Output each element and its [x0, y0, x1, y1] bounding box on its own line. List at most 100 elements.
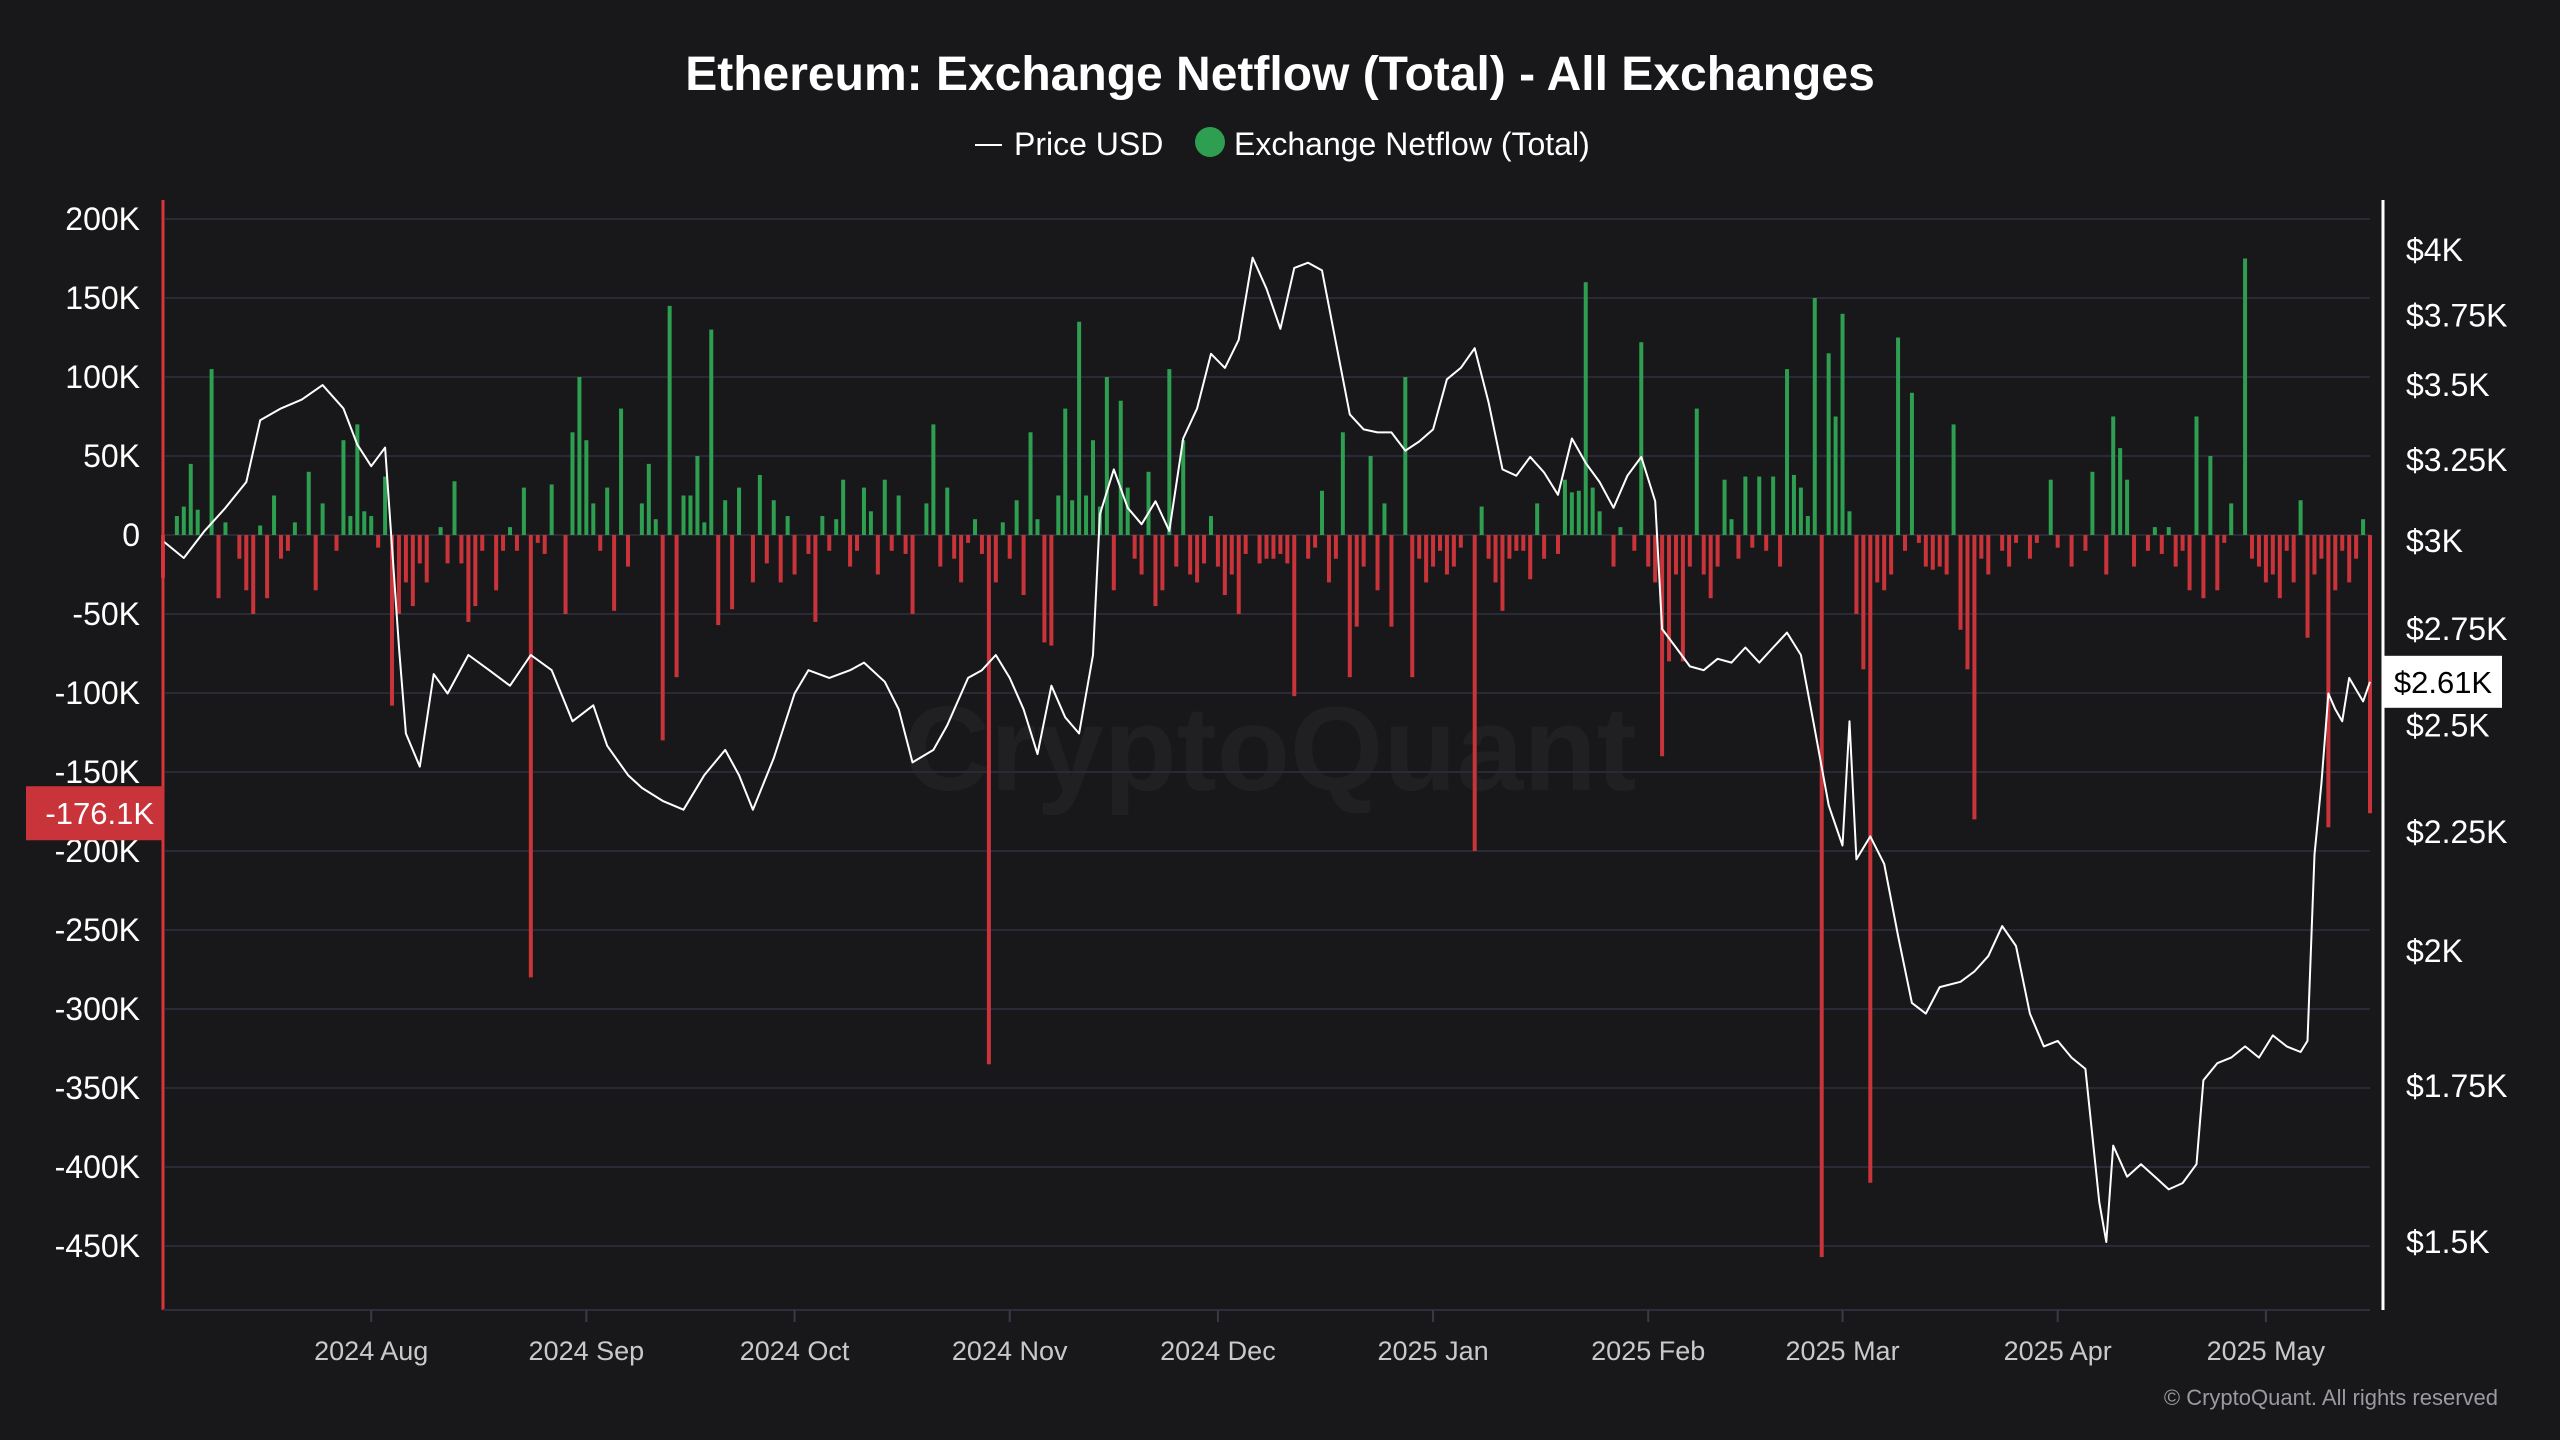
netflow-bar	[292, 522, 297, 535]
netflow-bar	[882, 479, 887, 535]
legend-netflow-label: Exchange Netflow (Total)	[1234, 126, 1590, 162]
netflow-bar	[1278, 535, 1283, 554]
netflow-bar	[570, 432, 575, 535]
netflow-bar	[1653, 535, 1658, 583]
legend-price-label: Price USD	[1014, 126, 1163, 162]
right-tick-label: $2K	[2406, 933, 2463, 969]
netflow-bar	[2347, 535, 2352, 583]
netflow-bar	[272, 495, 277, 535]
netflow-bar	[348, 516, 353, 535]
netflow-bar	[584, 440, 589, 535]
netflow-bar	[619, 408, 624, 535]
netflow-bar	[2034, 535, 2039, 543]
netflow-bar	[1639, 342, 1644, 535]
netflow-bar	[1326, 535, 1331, 583]
netflow-bar	[1583, 282, 1588, 535]
netflow-bar	[410, 535, 415, 607]
netflow-bar	[1077, 321, 1082, 535]
x-tick-label: 2025 Jan	[1378, 1336, 1489, 1366]
netflow-bar	[1687, 535, 1692, 567]
netflow-bar	[2201, 535, 2206, 599]
netflow-bar	[591, 503, 596, 535]
netflow-bar	[195, 509, 200, 535]
netflow-bar	[1285, 535, 1290, 564]
netflow-bar	[1909, 392, 1914, 535]
netflow-bar	[986, 535, 991, 1065]
netflow-bar	[2263, 535, 2268, 583]
netflow-bar	[2305, 535, 2310, 638]
netflow-bar	[1812, 298, 1817, 535]
netflow-bar	[716, 535, 721, 626]
netflow-bar	[1500, 535, 1505, 611]
x-tick-label: 2024 Oct	[740, 1336, 850, 1366]
netflow-bar	[1569, 492, 1574, 535]
netflow-bar	[563, 535, 568, 614]
netflow-bar	[2354, 535, 2359, 559]
netflow-bar	[1104, 377, 1109, 535]
netflow-bar	[1181, 440, 1186, 535]
netflow-bar	[2270, 535, 2275, 575]
netflow-bar	[896, 495, 901, 535]
netflow-bar	[341, 440, 346, 535]
netflow-bar	[2333, 535, 2338, 591]
netflow-bar	[403, 535, 408, 583]
netflow-bar	[1292, 535, 1297, 697]
netflow-bar	[501, 535, 506, 551]
netflow-bar	[1514, 535, 1519, 551]
netflow-bar	[723, 500, 728, 535]
netflow-bar	[521, 487, 526, 535]
netflow-bar	[1070, 500, 1075, 535]
netflow-bar	[2187, 535, 2192, 591]
netflow-bar	[1042, 535, 1047, 643]
netflow-bar	[938, 535, 943, 567]
netflow-bar	[1694, 408, 1699, 535]
netflow-bar	[1507, 535, 1512, 559]
netflow-bar	[1896, 337, 1901, 535]
netflow-bar	[1229, 535, 1234, 575]
netflow-bar	[265, 535, 270, 599]
netflow-bar	[1493, 535, 1498, 583]
netflow-bar	[1472, 535, 1477, 851]
netflow-bar	[952, 535, 957, 559]
netflow-bar	[1868, 535, 1873, 1183]
netflow-bar	[709, 329, 714, 535]
netflow-bar	[1049, 535, 1054, 646]
left-tick-label: 150K	[65, 280, 140, 316]
left-tick-label: -450K	[55, 1228, 140, 1264]
netflow-bar	[1167, 369, 1172, 535]
netflow-bar	[875, 535, 880, 575]
netflow-bar	[1673, 535, 1678, 575]
netflow-bar	[174, 516, 179, 535]
netflow-bar	[1958, 535, 1963, 630]
netflow-bar	[2340, 535, 2345, 551]
netflow-bar	[792, 535, 797, 575]
netflow-bar	[535, 535, 540, 543]
netflow-bar	[1382, 503, 1387, 535]
netflow-bar	[667, 305, 672, 535]
netflow-bar	[820, 516, 825, 535]
left-tick-label: -50K	[72, 596, 140, 632]
right-axis-ticks: $4K $3.75K $3.5K $3.25K $3K $2.75K $2.5K $2.25K…	[2406, 232, 2507, 1260]
netflow-bar	[424, 535, 429, 583]
netflow-bar	[320, 503, 325, 535]
netflow-bar	[376, 535, 381, 548]
netflow-bar	[785, 516, 790, 535]
netflow-bar	[2132, 535, 2137, 567]
netflow-bar	[681, 495, 686, 535]
netflow-bar	[841, 479, 846, 535]
netflow-bar	[2208, 456, 2213, 535]
netflow-bar	[1090, 440, 1095, 535]
netflow-bar	[2361, 519, 2366, 535]
netflow-bar	[1354, 535, 1359, 627]
right-tick-label: $3.5K	[2406, 367, 2490, 403]
netflow-bar	[1875, 535, 1880, 583]
left-tick-label: -100K	[55, 675, 140, 711]
left-tick-label: 100K	[65, 359, 140, 395]
netflow-bar	[2055, 535, 2060, 548]
right-tick-label: $4K	[2406, 232, 2463, 268]
netflow-bar	[2250, 535, 2255, 559]
netflow-bar	[1320, 490, 1325, 535]
netflow-bar	[244, 535, 249, 591]
netflow-bar	[2145, 535, 2150, 551]
current-price-badge-bg	[2384, 655, 2502, 708]
